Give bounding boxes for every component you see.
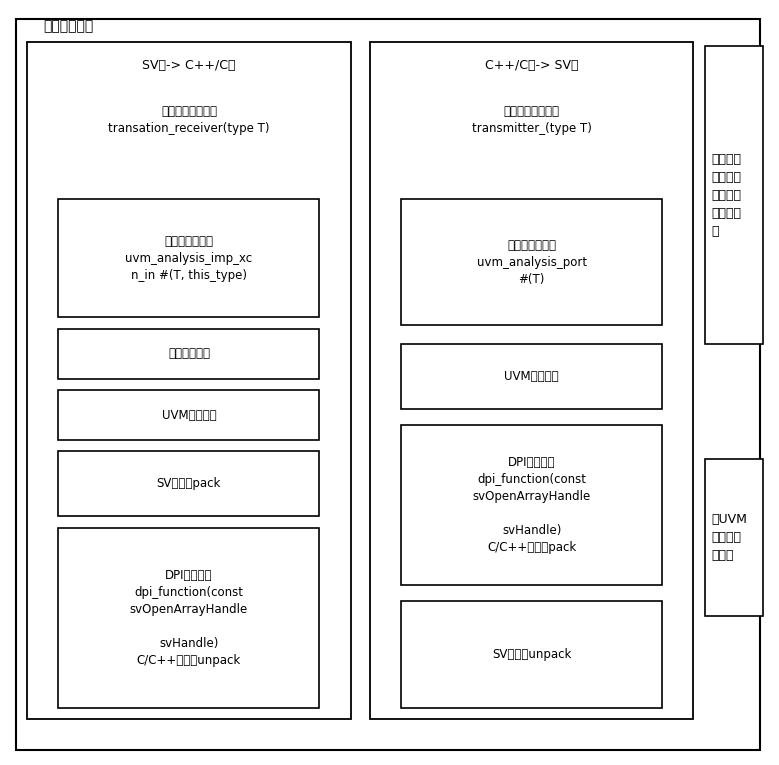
Text: SV向量包pack: SV向量包pack xyxy=(157,477,221,490)
Text: DPI控制模块
dpi_function(const
svOpenArrayHandle

svHandle)
C/C++向量包unpack: DPI控制模块 dpi_function(const svOpenArrayHa… xyxy=(130,568,248,667)
Text: SV向量包unpack: SV向量包unpack xyxy=(492,648,571,660)
Text: UVM分析端口: UVM分析端口 xyxy=(504,370,559,383)
Text: 与UVM
相位同步
控制器: 与UVM 相位同步 控制器 xyxy=(711,513,747,562)
Text: C++/C域-> SV域: C++/C域-> SV域 xyxy=(485,59,579,72)
Text: 参数化端口发送器
transmitter_(type T): 参数化端口发送器 transmitter_(type T) xyxy=(472,106,591,135)
Bar xyxy=(705,459,763,616)
Bar xyxy=(401,425,662,585)
Bar xyxy=(58,528,319,708)
Bar xyxy=(401,199,662,325)
Bar xyxy=(27,42,351,719)
Bar xyxy=(58,390,319,440)
Text: 人工智能
软件模型
例化及调
用控制模
块: 人工智能 软件模型 例化及调 用控制模 块 xyxy=(711,152,742,238)
Text: 参数化端口接收器
transation_receiver(type T): 参数化端口接收器 transation_receiver(type T) xyxy=(108,106,270,135)
Bar xyxy=(401,601,662,708)
Bar xyxy=(58,329,319,379)
Bar xyxy=(370,42,693,719)
Text: 域双工收发器: 域双工收发器 xyxy=(43,19,93,33)
Text: UVM实现端口: UVM实现端口 xyxy=(161,409,217,422)
Text: 动态缓存队列: 动态缓存队列 xyxy=(168,347,210,360)
Bar xyxy=(58,451,319,516)
Bar xyxy=(58,199,319,317)
Text: SV域-> C++/C域: SV域-> C++/C域 xyxy=(142,59,236,72)
Bar xyxy=(401,344,662,409)
Text: 参数化发送端口
uvm_analysis_port
#(T): 参数化发送端口 uvm_analysis_port #(T) xyxy=(477,239,587,285)
Bar xyxy=(705,46,763,344)
Text: 参数化接收端口
uvm_analysis_imp_xc
n_in #(T, this_type): 参数化接收端口 uvm_analysis_imp_xc n_in #(T, th… xyxy=(125,235,252,282)
Text: DPI控制模块
dpi_function(const
svOpenArrayHandle

svHandle)
C/C++向量包pack: DPI控制模块 dpi_function(const svOpenArrayHa… xyxy=(473,456,590,554)
